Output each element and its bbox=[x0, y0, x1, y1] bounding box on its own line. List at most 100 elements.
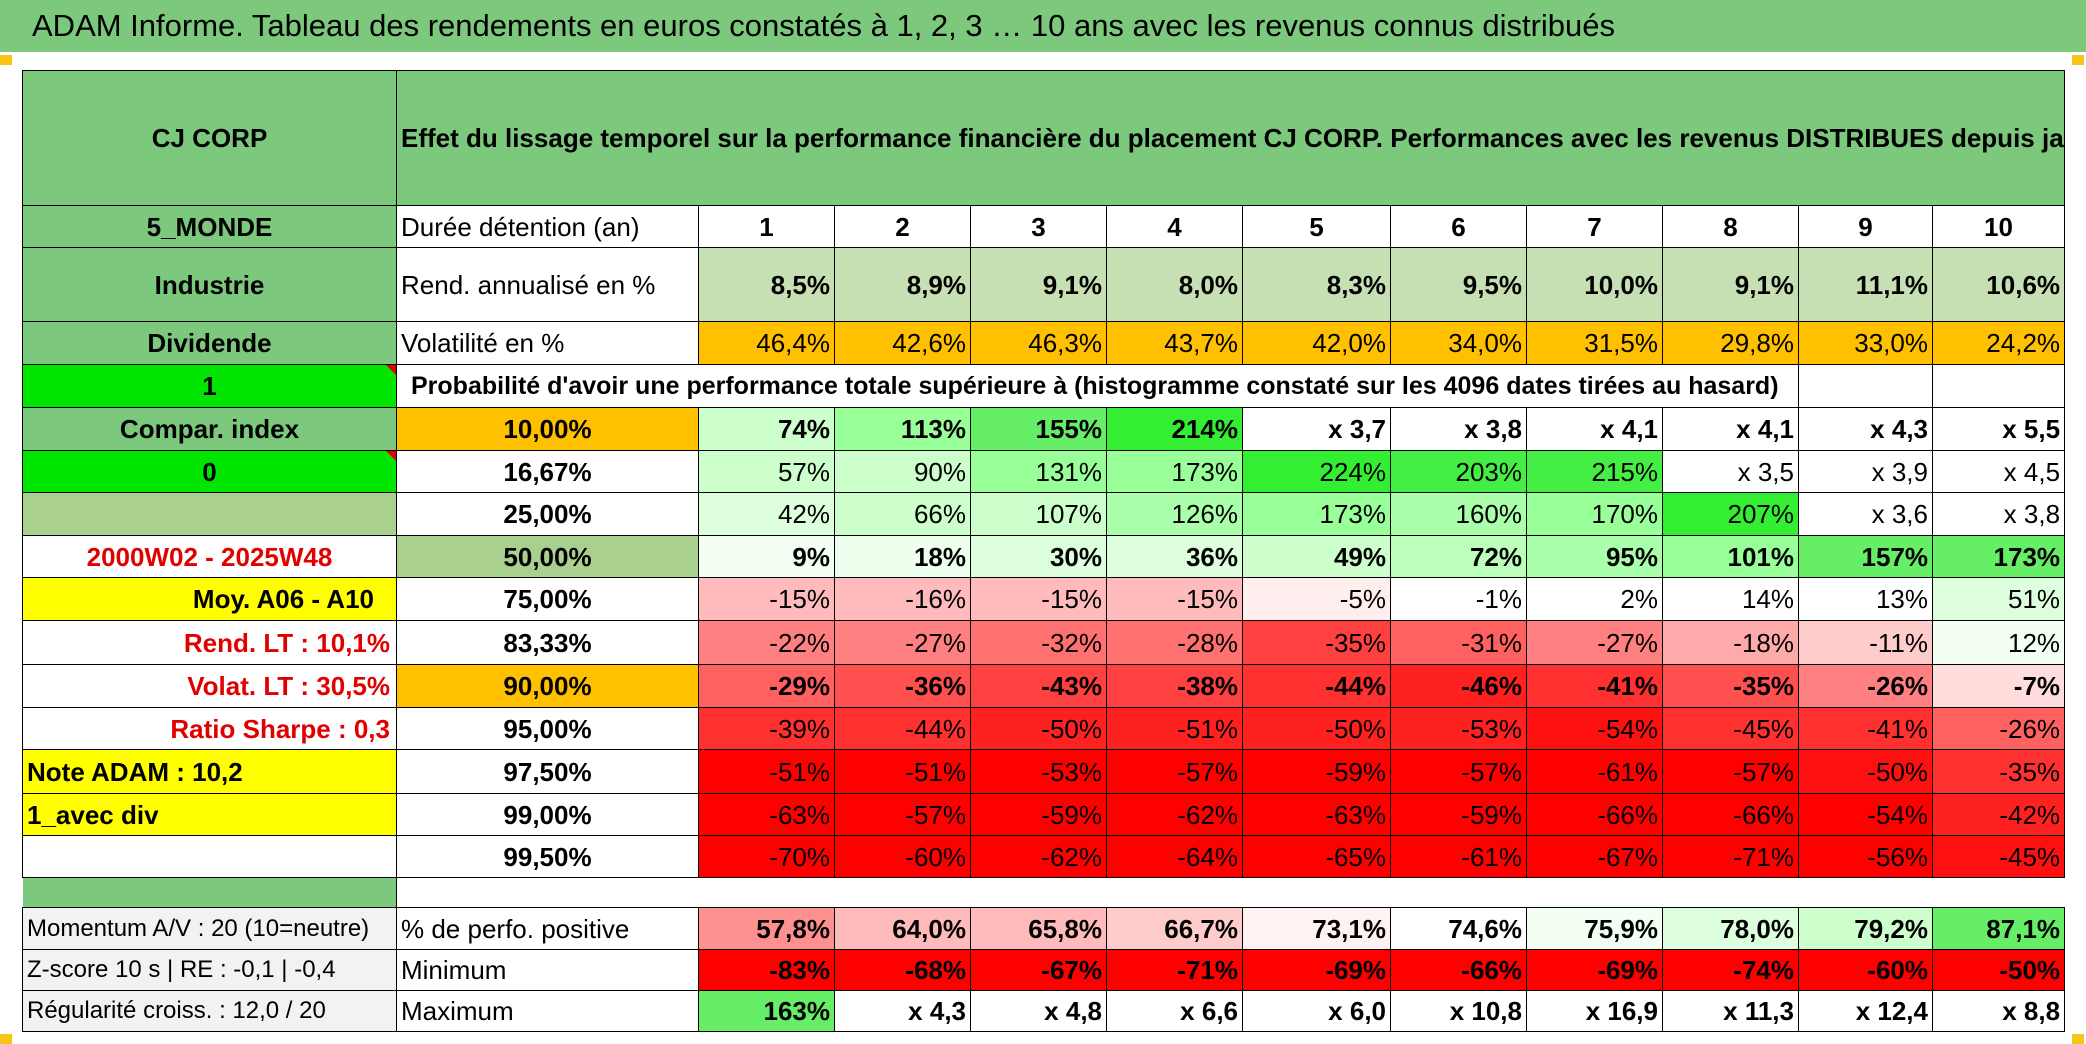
corner-marker bbox=[2072, 55, 2084, 65]
percentile-cell: -53% bbox=[970, 749, 1107, 794]
table-description: Effet du lissage temporel sur la perform… bbox=[395, 70, 2066, 206]
percentile-row: 25,00% 42% 66% 107% 126% 173% 160% 170% … bbox=[22, 492, 2066, 536]
zone-label: 5_MONDE bbox=[22, 205, 397, 248]
percentile-cell: x 4,5 bbox=[1931, 450, 2066, 493]
compar-index-label: Compar. index bbox=[22, 407, 397, 451]
average-label: Moy. A06 - A10 bbox=[22, 577, 397, 621]
percentile-cell: -70% bbox=[698, 835, 835, 878]
footer-cell: -50% bbox=[1931, 949, 2066, 991]
percentile-row: Moy. A06 - A10 75,00% -15% -16% -15% -15… bbox=[22, 577, 2066, 621]
annual-return-label: Rend. annualisé en % bbox=[396, 247, 699, 322]
percentile-label: 95,00% bbox=[396, 707, 699, 750]
probability-label: Probabilité d'avoir une performance tota… bbox=[396, 364, 1799, 408]
volatility-cell: 46,4% bbox=[698, 321, 835, 365]
percentile-cell: -54% bbox=[1798, 793, 1933, 836]
dividend-label: Dividende bbox=[22, 321, 397, 365]
footer-cell: x 6,6 bbox=[1106, 990, 1243, 1032]
percentile-cell: 51% bbox=[1931, 577, 2066, 621]
percentile-cell: 107% bbox=[970, 492, 1107, 536]
footer-row: Régularité croiss. : 12,0 / 20 Maximum 1… bbox=[22, 990, 2066, 1032]
annual-return-cell: 8,9% bbox=[834, 247, 971, 322]
footer-cell: x 10,8 bbox=[1390, 990, 1527, 1032]
spacer-row bbox=[22, 877, 2066, 908]
percentile-cell: -36% bbox=[834, 664, 971, 708]
footer-cell: x 8,8 bbox=[1931, 990, 2066, 1032]
spacer-cell bbox=[395, 877, 2066, 908]
percentile-cell: 173% bbox=[1242, 492, 1391, 536]
footer-cell: -69% bbox=[1526, 949, 1663, 991]
volatility-cell: 29,8% bbox=[1662, 321, 1799, 365]
percentile-label: 99,00% bbox=[396, 793, 699, 836]
percentile-cell: -56% bbox=[1798, 835, 1933, 878]
annual-return-cell: 8,3% bbox=[1242, 247, 1391, 322]
footer-cell: 57,8% bbox=[698, 907, 835, 950]
percentile-cell: -62% bbox=[1106, 793, 1243, 836]
percentile-cell: -45% bbox=[1662, 707, 1799, 750]
minimum-label: Minimum bbox=[396, 949, 699, 991]
percentile-cell: 173% bbox=[1931, 535, 2066, 578]
footer-cell: -68% bbox=[834, 949, 971, 991]
percentile-row: 1_avec div 99,00% -63% -57% -59% -62% -6… bbox=[22, 793, 2066, 836]
percentile-cell: -57% bbox=[1662, 749, 1799, 794]
percentile-cell: -27% bbox=[834, 620, 971, 665]
footer-row: Momentum A/V : 20 (10=neutre) % de perfo… bbox=[22, 907, 2066, 950]
percentile-cell: -54% bbox=[1526, 707, 1663, 750]
volatility-cell: 43,7% bbox=[1106, 321, 1243, 365]
percentile-label: 99,50% bbox=[396, 835, 699, 878]
footer-cell: 74,6% bbox=[1390, 907, 1527, 950]
volatility-label: Volatilité en % bbox=[396, 321, 699, 365]
percentile-cell: 49% bbox=[1242, 535, 1391, 578]
percentile-cell: 72% bbox=[1390, 535, 1527, 578]
volatility-cell: 31,5% bbox=[1526, 321, 1663, 365]
percentile-cell: -46% bbox=[1390, 664, 1527, 708]
percentile-cell: 9% bbox=[698, 535, 835, 578]
percentile-cell: -51% bbox=[698, 749, 835, 794]
percentile-cell: -61% bbox=[1526, 749, 1663, 794]
percentile-cell: 173% bbox=[1106, 450, 1243, 493]
percentile-row: Compar. index 10,00% 74% 113% 155% 214% … bbox=[22, 407, 2066, 451]
volatility-cell: 24,2% bbox=[1931, 321, 2066, 365]
percentile-row: Note ADAM : 10,2 97,50% -51% -51% -53% -… bbox=[22, 749, 2066, 794]
percentile-cell: 155% bbox=[970, 407, 1107, 451]
empty-side-cell bbox=[22, 835, 397, 878]
annual-return-cell: 8,0% bbox=[1106, 247, 1243, 322]
percentile-cell: -61% bbox=[1390, 835, 1527, 878]
percentile-cell: 207% bbox=[1662, 492, 1799, 536]
percentile-cell: -26% bbox=[1931, 707, 2066, 750]
footer-cell: x 11,3 bbox=[1662, 990, 1799, 1032]
percentile-cell: -29% bbox=[698, 664, 835, 708]
percentile-cell: -59% bbox=[1242, 749, 1391, 794]
flag-zero-cell: 0 bbox=[22, 450, 397, 493]
annual-return-cell: 10,0% bbox=[1526, 247, 1663, 322]
percentile-cell: -15% bbox=[970, 577, 1107, 621]
percentile-cell: 2% bbox=[1526, 577, 1663, 621]
percentile-row: Volat. LT : 30,5% 90,00% -29% -36% -43% … bbox=[22, 664, 2066, 708]
percentile-cell: -11% bbox=[1798, 620, 1933, 665]
percentile-cell: x 5,5 bbox=[1931, 407, 2066, 451]
percentile-row: 0 16,67% 57% 90% 131% 173% 224% 203% 215… bbox=[22, 450, 2066, 493]
percentile-cell: 12% bbox=[1931, 620, 2066, 665]
percentile-label: 83,33% bbox=[396, 620, 699, 665]
regularity-label: Régularité croiss. : 12,0 / 20 bbox=[22, 990, 397, 1032]
holding-duration-label: Durée détention (an) bbox=[396, 205, 699, 248]
year-header: 2 bbox=[834, 205, 971, 248]
percentile-cell: 160% bbox=[1390, 492, 1527, 536]
footer-cell: 73,1% bbox=[1242, 907, 1391, 950]
percentile-cell: x 3,6 bbox=[1798, 492, 1933, 536]
percentile-cell: -22% bbox=[698, 620, 835, 665]
percentile-cell: x 3,9 bbox=[1798, 450, 1933, 493]
percentile-cell: 157% bbox=[1798, 535, 1933, 578]
percentile-cell: -35% bbox=[1931, 749, 2066, 794]
percentile-cell: -32% bbox=[970, 620, 1107, 665]
percentile-cell: x 4,1 bbox=[1662, 407, 1799, 451]
footer-cell: 65,8% bbox=[970, 907, 1107, 950]
percentile-cell: 36% bbox=[1106, 535, 1243, 578]
percentile-cell: -26% bbox=[1798, 664, 1933, 708]
percentile-cell: -57% bbox=[1390, 749, 1527, 794]
footer-cell: x 6,0 bbox=[1242, 990, 1391, 1032]
percentile-label: 50,00% bbox=[396, 535, 699, 578]
percentile-label: 97,50% bbox=[396, 749, 699, 794]
percentile-cell: -41% bbox=[1798, 707, 1933, 750]
percentile-cell: 214% bbox=[1106, 407, 1243, 451]
percentile-cell: 203% bbox=[1390, 450, 1527, 493]
